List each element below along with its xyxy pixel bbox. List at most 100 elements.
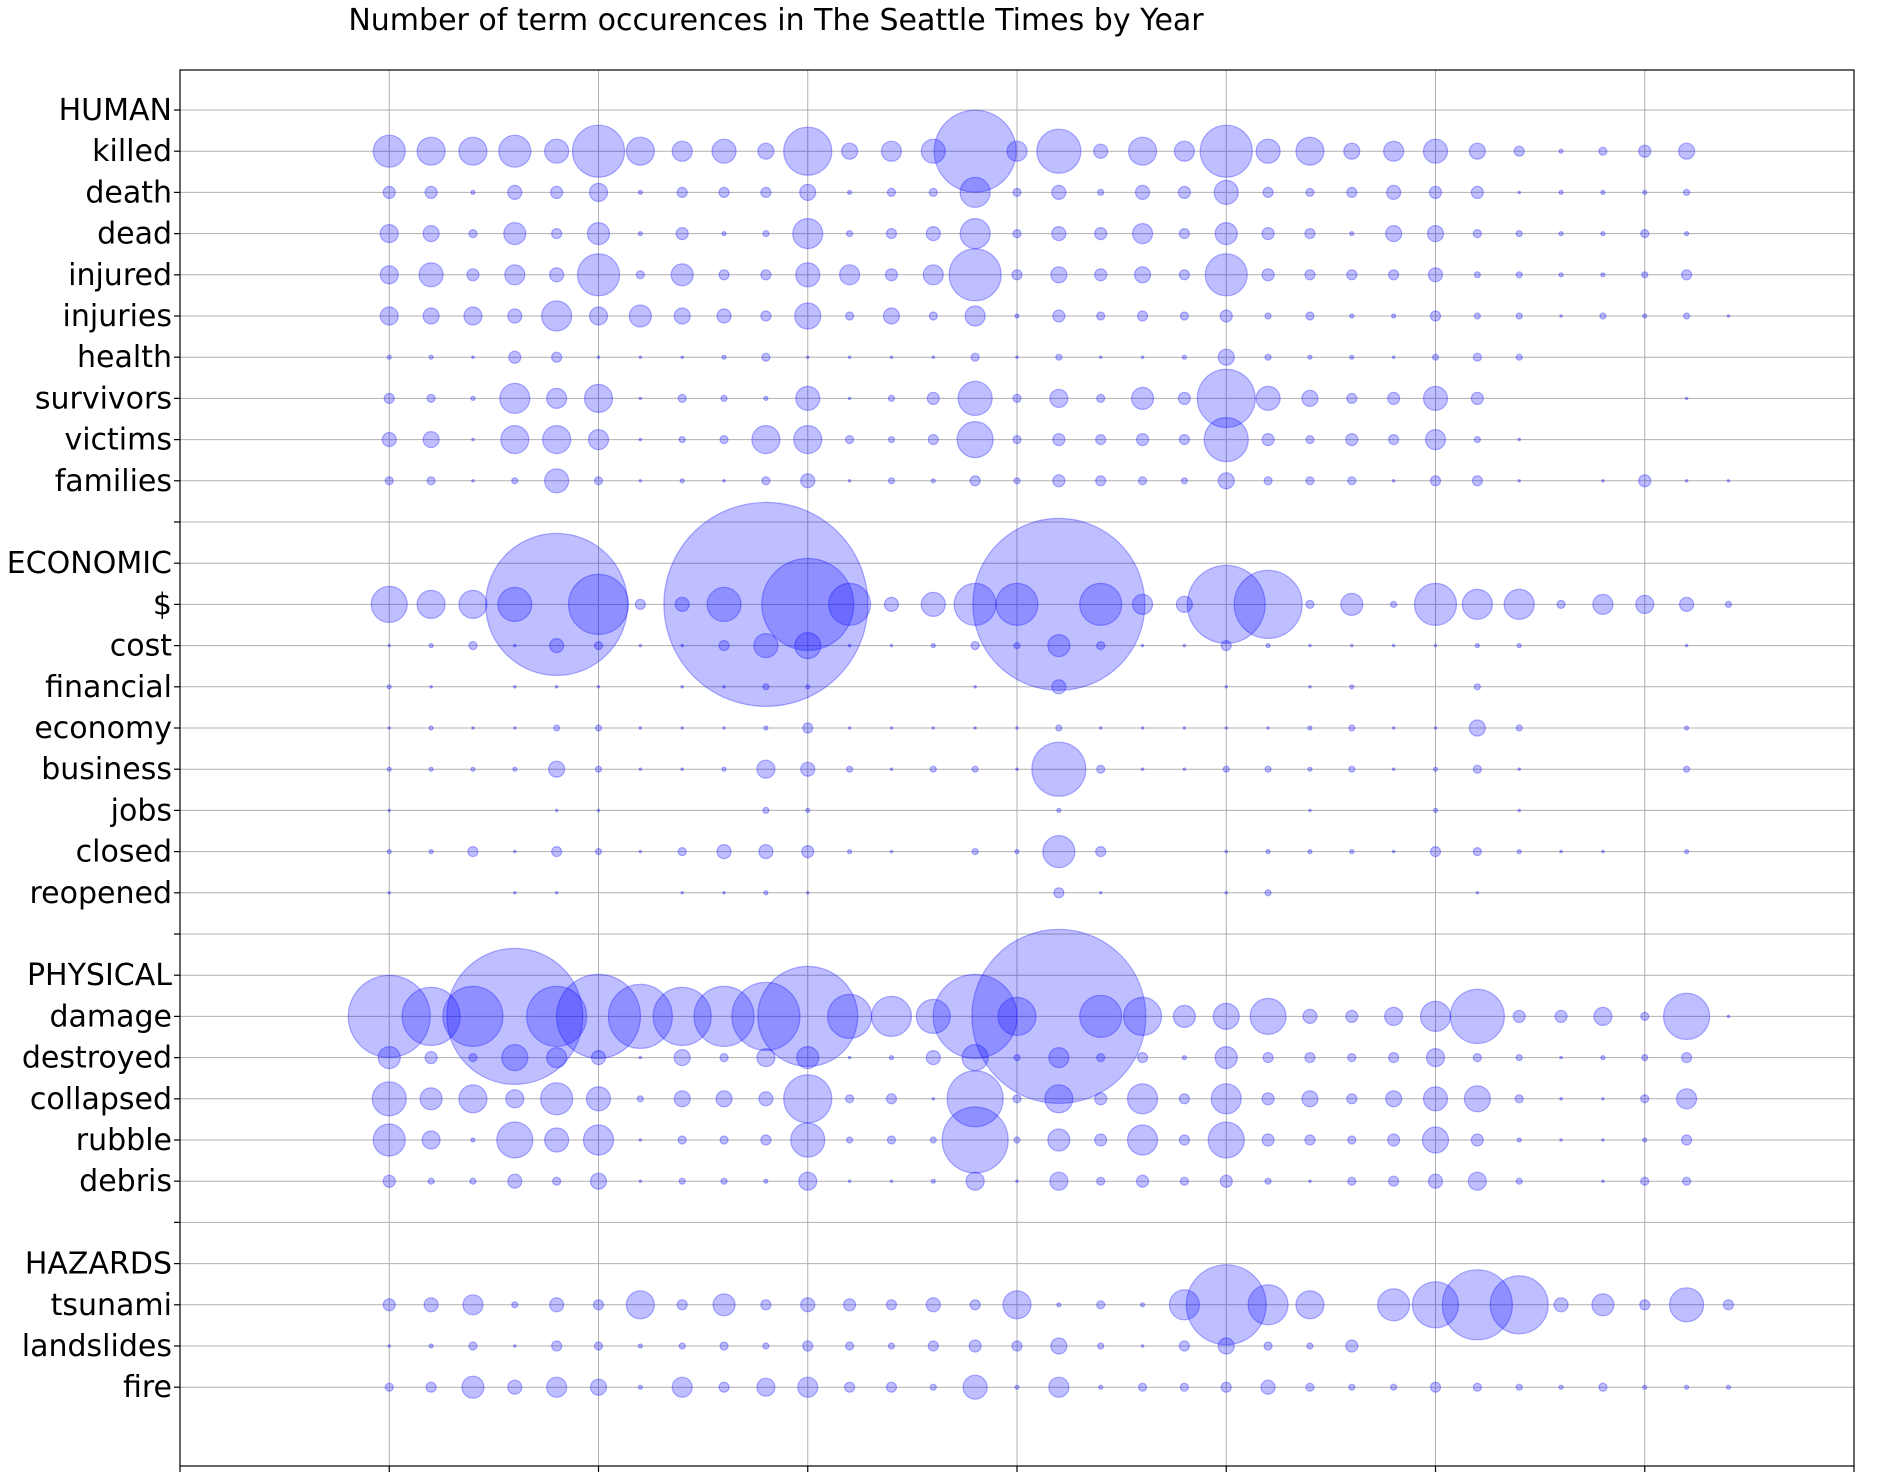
bubble-point <box>722 684 726 689</box>
bubble-point <box>844 1341 855 1351</box>
bubble-point <box>927 434 939 446</box>
bubble-point <box>802 722 814 734</box>
bubble-point <box>553 724 561 732</box>
bubble-point <box>680 890 685 895</box>
bubble-point <box>1722 1299 1735 1311</box>
bubble-point <box>1308 643 1312 648</box>
bubble-point <box>1233 569 1303 640</box>
bubble-point <box>379 265 399 285</box>
bubble-point <box>585 1086 612 1112</box>
bubble-point <box>1177 391 1192 405</box>
bubble-point <box>1182 643 1187 648</box>
bubble-point <box>751 425 781 455</box>
bubble-point <box>1055 724 1063 732</box>
y-tick-label: financial <box>45 670 172 705</box>
bubble-point <box>964 305 986 327</box>
bubble-point <box>888 1054 895 1061</box>
bubble-point <box>678 1177 686 1185</box>
bubble-point <box>637 1343 643 1349</box>
bubble-point <box>762 230 770 238</box>
bubble-point <box>1199 124 1253 178</box>
bubble-point <box>678 436 686 444</box>
bubble-point <box>628 304 652 328</box>
bubble-point <box>1388 1175 1400 1187</box>
bubble-point <box>1266 726 1270 730</box>
bubble-point <box>507 1379 523 1395</box>
bubble-point <box>588 182 609 202</box>
bubble-point <box>1177 185 1192 199</box>
bubble-point <box>1305 599 1315 610</box>
bubble-point <box>1135 433 1150 447</box>
bubble-point <box>1641 1053 1649 1062</box>
bubble-point <box>1347 1135 1357 1145</box>
bubble-point <box>1388 1051 1400 1064</box>
bubble-point <box>1683 848 1690 855</box>
bubble-point <box>1411 1281 1460 1329</box>
bubble-point <box>387 643 392 648</box>
bubble-point <box>1134 184 1151 200</box>
bubble-point <box>1517 767 1522 772</box>
bubble-point <box>554 808 559 813</box>
bubble-point <box>386 684 392 690</box>
bubble-point <box>800 473 816 489</box>
bubble-point <box>500 425 530 455</box>
bubble-point <box>1172 1004 1197 1029</box>
bubble-point <box>1642 189 1648 195</box>
bubble-point <box>546 387 568 409</box>
bubble-point <box>1348 1383 1356 1391</box>
bubble-point <box>1432 807 1439 814</box>
bubble-point <box>1255 385 1281 411</box>
bubble-point <box>428 354 434 360</box>
bubble-point <box>1133 266 1152 284</box>
bubble-point <box>1031 741 1087 797</box>
y-tick-label: families <box>55 464 172 499</box>
bubble-point <box>1137 476 1148 486</box>
bubble-point <box>576 253 621 297</box>
bubble-point <box>1427 267 1444 283</box>
bubble-point <box>1601 1097 1605 1101</box>
bubble-point <box>593 640 604 651</box>
bubble-point <box>1515 353 1523 361</box>
bubble-point <box>882 307 901 325</box>
bubble-point <box>428 766 434 772</box>
bubble-point <box>930 1178 936 1184</box>
bubble-point <box>969 475 981 487</box>
bubble-point <box>1345 1009 1359 1024</box>
bubble-point <box>625 136 655 166</box>
bubble-point <box>1726 478 1731 483</box>
bubble-point <box>1682 765 1691 773</box>
y-tick-label: landslides <box>22 1329 172 1364</box>
bubble-point <box>418 262 444 288</box>
bubble-point <box>1052 309 1066 323</box>
bubble-point <box>1559 1055 1563 1060</box>
bubble-point <box>762 1342 770 1350</box>
bubble-point <box>638 849 643 854</box>
bubble-point <box>711 138 737 164</box>
bubble-point <box>551 351 563 363</box>
bubble-point <box>384 1382 394 1392</box>
bubble-point <box>1301 1090 1319 1108</box>
bubble-point <box>719 1052 729 1063</box>
bubble-point <box>1304 269 1316 281</box>
bubble-point <box>554 684 559 689</box>
bubble-point <box>676 186 688 198</box>
y-tick-label: victims <box>64 423 172 458</box>
bubble-point <box>1264 353 1272 361</box>
bubble-point <box>794 631 822 660</box>
bubble-point <box>1220 639 1232 652</box>
bubble-point <box>719 1135 729 1145</box>
bubble-point <box>931 355 936 360</box>
bubble-point <box>930 642 936 649</box>
bubble-point <box>941 1106 1009 1174</box>
bubble-point <box>1217 472 1235 490</box>
bubble-point <box>1349 313 1355 319</box>
bubble-point <box>915 998 951 1035</box>
bubble-point <box>1015 726 1019 730</box>
bubble-point <box>1181 1054 1188 1061</box>
bubble-point <box>471 437 475 442</box>
bubble-point <box>946 1070 1004 1128</box>
bubble-point <box>1340 592 1364 617</box>
bubble-point <box>1350 643 1354 648</box>
bubble-point <box>663 501 869 708</box>
